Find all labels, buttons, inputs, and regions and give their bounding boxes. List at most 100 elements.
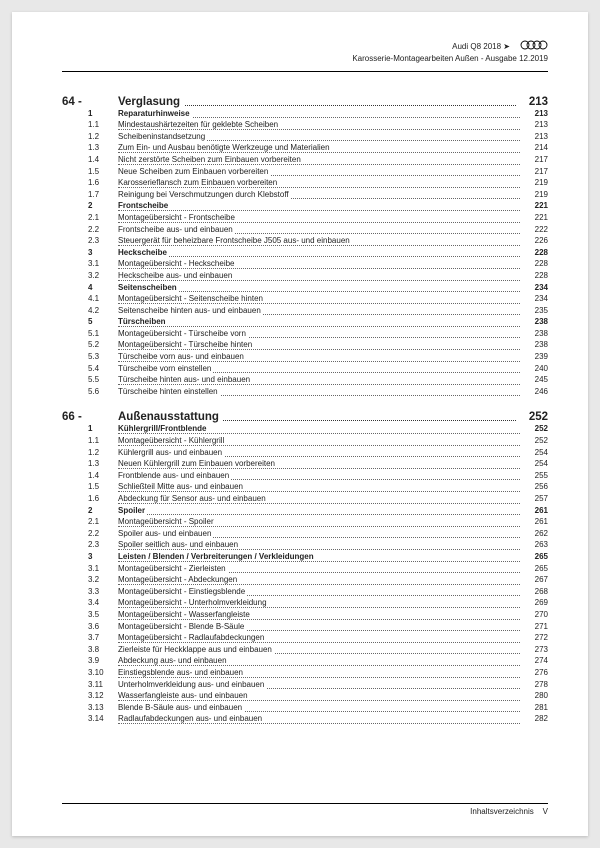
entry-page: 282 [520, 713, 548, 725]
toc-section-row: 4Seitenscheiben 234 [62, 282, 548, 294]
entry-title: Montageübersicht - Blende B-Säule [118, 622, 246, 631]
entry-page: 240 [520, 363, 548, 375]
entry-title: Seitenscheiben [118, 283, 179, 292]
entry-title: Frontblende aus- und einbauen [118, 471, 231, 480]
entry-number: 3.5 [62, 609, 118, 621]
entry-number: 2 [62, 505, 118, 517]
entry-number: 1.2 [62, 447, 118, 459]
chapter-heading: 66 - Außenausstattung 252 [62, 411, 548, 423]
toc-entry-row: 3.4Montageübersicht - Unterholmverkleidu… [62, 597, 548, 609]
entry-title: Blende B-Säule aus- und einbauen [118, 703, 244, 712]
footer-pagenum: V [543, 807, 548, 816]
toc-entry-row: 3.13Blende B-Säule aus- und einbauen 281 [62, 702, 548, 714]
entry-page: 238 [520, 328, 548, 340]
chapter-block: 66 - Außenausstattung 2521Kühlergrill/Fr… [62, 411, 548, 724]
chapter-heading: 64 - Verglasung 213 [62, 96, 548, 108]
entry-page: 213 [520, 119, 548, 131]
toc-entry-row: 3.6Montageübersicht - Blende B-Säule 271 [62, 621, 548, 633]
entry-page: 235 [520, 305, 548, 317]
entry-page: 221 [520, 212, 548, 224]
entry-title: Abdeckung für Sensor aus- und einbauen [118, 494, 268, 503]
entry-title: Karosserieflansch zum Einbauen vorbereit… [118, 178, 279, 187]
entry-title: Montageübersicht - Abdeckungen [118, 575, 239, 584]
toc-entry-row: 2.3Steuergerät für beheizbare Frontschei… [62, 235, 548, 247]
entry-number: 3.11 [62, 679, 118, 691]
entry-number: 3.12 [62, 690, 118, 702]
entry-page: 272 [520, 632, 548, 644]
entry-title: Zierleiste für Heckklappe aus und einbau… [118, 645, 274, 654]
entry-title: Kühlergrill/Frontblende [118, 424, 208, 433]
entry-title: Montageübersicht - Seitenscheibe hinten [118, 294, 265, 303]
entry-number: 2.2 [62, 528, 118, 540]
toc-section-row: 3Leisten / Blenden / Verbreiterungen / V… [62, 551, 548, 563]
toc-entry-row: 2.1Montageübersicht - Spoiler 261 [62, 516, 548, 528]
toc-entry-row: 3.3Montageübersicht - Einstiegsblende 26… [62, 586, 548, 598]
toc-entry-row: 3.8Zierleiste für Heckklappe aus und ein… [62, 644, 548, 656]
entry-page: 265 [520, 551, 548, 563]
entry-page: 257 [520, 493, 548, 505]
toc-entry-row: 2.2Frontscheibe aus- und einbauen 222 [62, 224, 548, 236]
toc-entry-row: 1.5Schließteil Mitte aus- und einbauen 2… [62, 481, 548, 493]
entry-number: 3.4 [62, 597, 118, 609]
footer-label: Inhaltsverzeichnis [470, 807, 534, 816]
entry-title: Wasserfangleiste aus- und einbauen [118, 691, 250, 700]
entry-number: 2.1 [62, 212, 118, 224]
entry-title: Frontscheibe aus- und einbauen [118, 225, 235, 234]
entry-page: 269 [520, 597, 548, 609]
chapter-page: 213 [516, 96, 548, 108]
toc-entry-row: 5.4Türscheibe vorn einstellen 240 [62, 363, 548, 375]
header-rule [62, 71, 548, 72]
entry-title: Montageübersicht - Unterholmverkleidung [118, 598, 269, 607]
toc-entry-row: 2.2Spoiler aus- und einbauen 262 [62, 528, 548, 540]
entry-page: 238 [520, 316, 548, 328]
entry-page: 238 [520, 339, 548, 351]
toc-entry-row: 1.7Reinigung bei Verschmutzungen durch K… [62, 189, 548, 201]
toc-section-row: 1Reparaturhinweise 213 [62, 108, 548, 120]
entry-page: 276 [520, 667, 548, 679]
entry-number: 5.2 [62, 339, 118, 351]
entry-title: Montageübersicht - Einstiegsblende [118, 587, 247, 596]
entry-page: 268 [520, 586, 548, 598]
toc-entry-row: 1.2Scheibeninstandsetzung 213 [62, 131, 548, 143]
toc-entry-row: 2.3Spoiler seitlich aus- und einbauen 26… [62, 539, 548, 551]
entry-number: 1.4 [62, 470, 118, 482]
toc-entry-row: 1.6Karosserieflansch zum Einbauen vorber… [62, 177, 548, 189]
entry-title: Spoiler [118, 506, 147, 515]
entry-title: Frontscheibe [118, 201, 170, 210]
header-model: Audi Q8 2018 ➤ [452, 42, 510, 53]
entry-number: 3.2 [62, 574, 118, 586]
toc-entry-row: 3.7Montageübersicht - Radlaufabdeckungen… [62, 632, 548, 644]
entry-page: 254 [520, 447, 548, 459]
entry-number: 4.1 [62, 293, 118, 305]
entry-number: 1.3 [62, 142, 118, 154]
toc-entry-row: 3.5Montageübersicht - Wasserfangleiste 2… [62, 609, 548, 621]
entry-number: 3.3 [62, 586, 118, 598]
entry-number: 3.10 [62, 667, 118, 679]
toc-entry-row: 4.1Montageübersicht - Seitenscheibe hint… [62, 293, 548, 305]
entry-title: Türscheibe vorn aus- und einbauen [118, 352, 246, 361]
chapter-number: 66 - [62, 411, 118, 423]
entry-number: 3.13 [62, 702, 118, 714]
entry-page: 222 [520, 224, 548, 236]
entry-page: 234 [520, 282, 548, 294]
toc-entry-row: 5.6Türscheibe hinten einstellen 246 [62, 386, 548, 398]
entry-number: 3.1 [62, 563, 118, 575]
entry-title: Türscheibe vorn einstellen [118, 364, 213, 373]
entry-title: Kühlergrill aus- und einbauen [118, 448, 224, 457]
toc-section-row: 2Spoiler 261 [62, 505, 548, 517]
header-subtitle: Karosserie-Montagearbeiten Außen - Ausga… [62, 54, 548, 65]
entry-title: Montageübersicht - Heckscheibe [118, 259, 237, 268]
entry-title: Montageübersicht - Zierleisten [118, 564, 228, 573]
entry-title: Türscheibe hinten aus- und einbauen [118, 375, 252, 384]
entry-page: 261 [520, 505, 548, 517]
entry-page: 228 [520, 258, 548, 270]
entry-number: 1 [62, 423, 118, 435]
entry-title: Mindestaushärtezeiten für geklebte Schei… [118, 120, 280, 129]
toc-entry-row: 1.4Nicht zerstörte Scheiben zum Einbauen… [62, 154, 548, 166]
document-page: Audi Q8 2018 ➤ Karosserie-Montagearbeite… [12, 12, 588, 836]
entry-page: 213 [520, 108, 548, 120]
entry-number: 3.7 [62, 632, 118, 644]
entry-title: Montageübersicht - Türscheibe vorn [118, 329, 248, 338]
toc-entry-row: 3.1Montageübersicht - Zierleisten 265 [62, 563, 548, 575]
entry-title: Steuergerät für beheizbare Frontscheibe … [118, 236, 352, 245]
